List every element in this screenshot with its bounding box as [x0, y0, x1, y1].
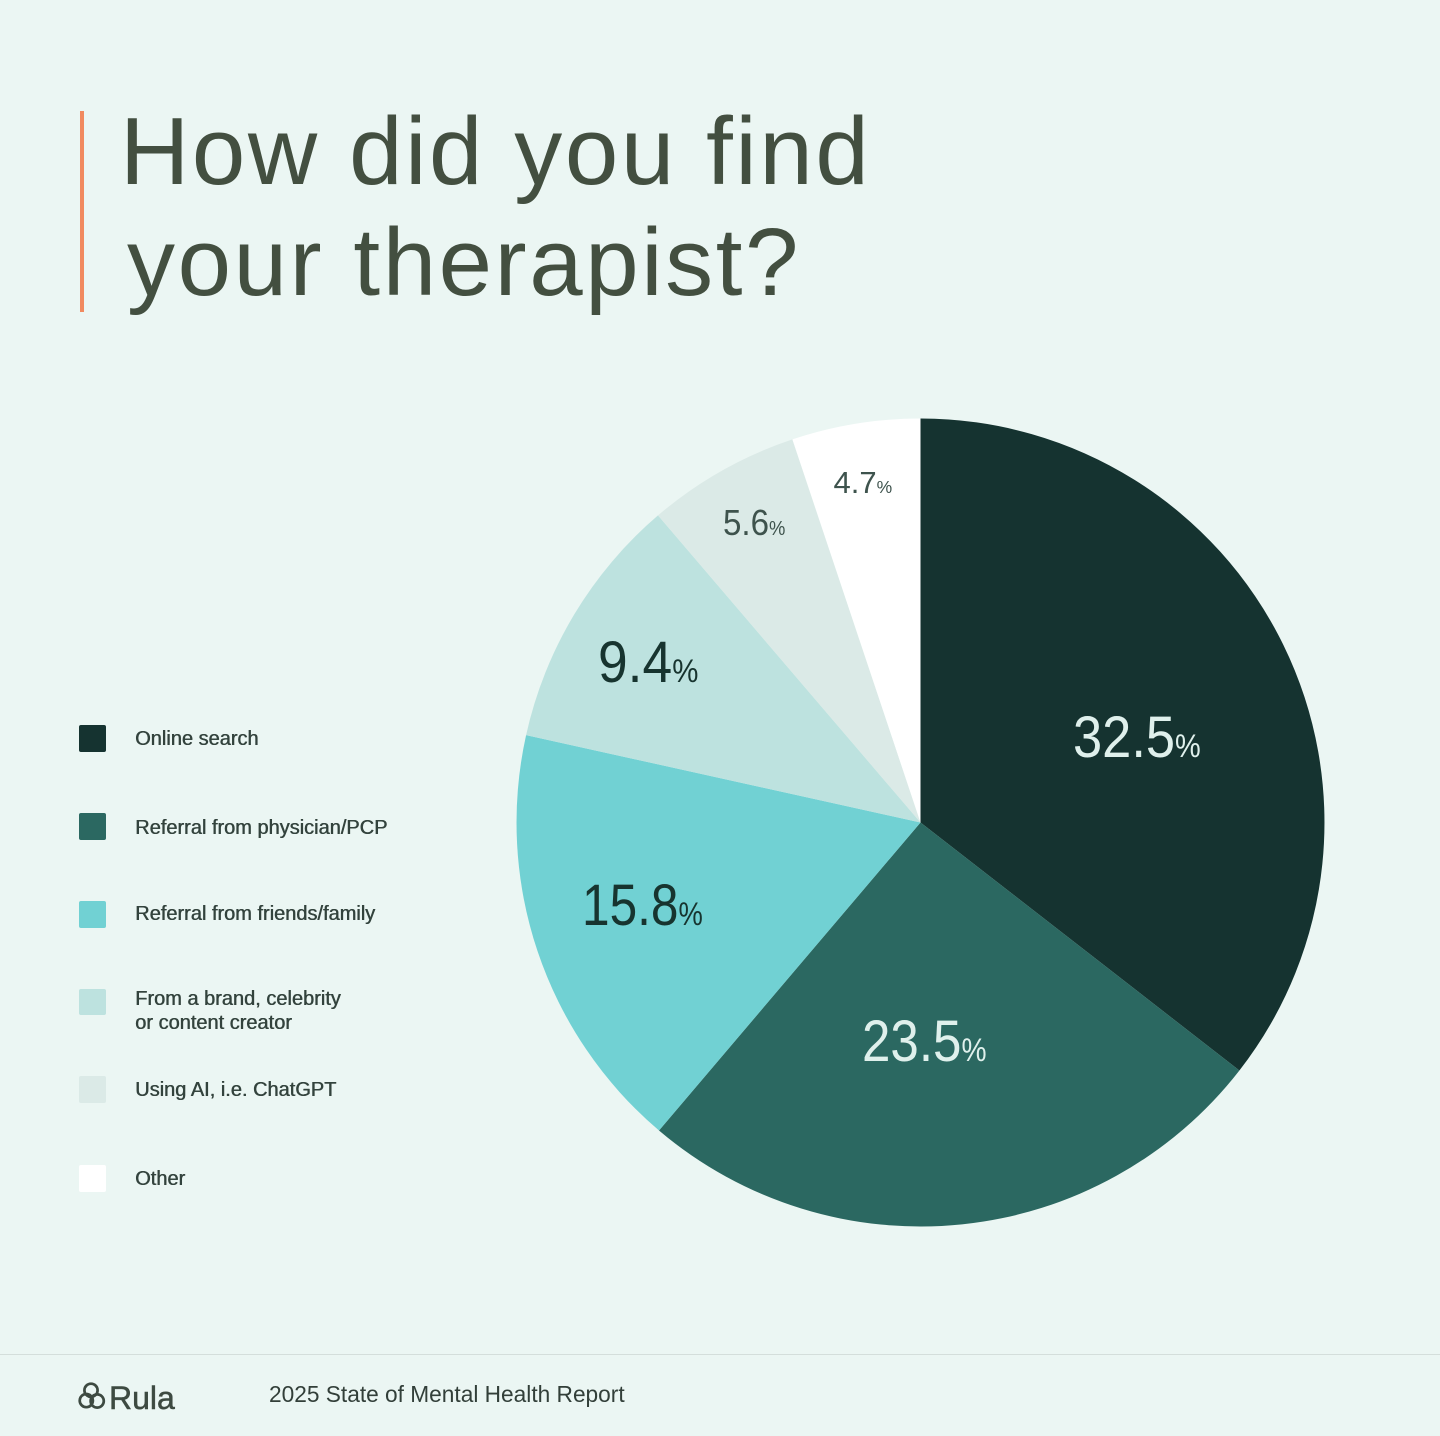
svg-text:Rula: Rula: [109, 1382, 175, 1414]
